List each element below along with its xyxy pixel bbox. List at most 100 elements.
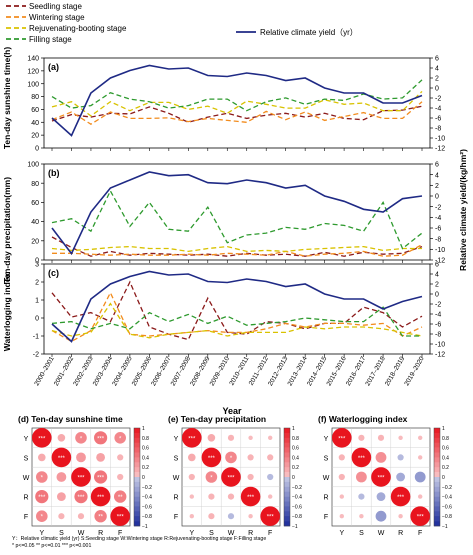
correlation-circle [418, 435, 423, 440]
heatmap-row-label: W [23, 475, 30, 482]
colorbar-segment [284, 477, 290, 483]
heatmap-col-label: R [98, 530, 103, 537]
colorbar-segment [284, 452, 290, 458]
colorbar-segment [284, 428, 290, 434]
correlation-circle [227, 434, 235, 441]
colorbar-segment [284, 481, 290, 488]
heatmap-row-label: Y [174, 436, 179, 443]
heatmap-row-label: W [323, 475, 330, 482]
correlation-circle [247, 454, 254, 461]
right-tick-label: 2 [435, 282, 439, 289]
colorbar-segment [284, 472, 290, 478]
colorbar-segment [134, 452, 140, 458]
significance-stars: ** [118, 495, 123, 501]
colorbar-tick-label: −0.2 [142, 485, 152, 491]
colorbar-frame [283, 427, 291, 527]
colorbar-tick-label: −1 [142, 524, 148, 530]
correlation-circle [358, 434, 365, 441]
correlation-circle [338, 473, 345, 481]
right-tick-label: -8 [435, 126, 441, 133]
colorbar-tick-label: 1 [142, 426, 145, 432]
series-line-seedling [51, 105, 423, 123]
series-line-filling [51, 189, 423, 250]
correlation-circle [188, 473, 195, 481]
colorbar-segment [134, 437, 140, 443]
left-tick-label: 80 [31, 94, 39, 101]
colorbar-segment [284, 437, 290, 443]
colorbar-segment [134, 506, 140, 512]
colorbar-segment [134, 511, 140, 517]
series-line-rejuvenating-booting [51, 302, 423, 339]
significance-stars: *** [97, 436, 105, 442]
heatmap-row-label: S [174, 455, 179, 462]
line-panel-b: (b) 0 20 40 60 80 100 -12 -10 -8 -6 -4 -2 0 2 4 6 [27, 162, 445, 265]
colorbar-tick-label: −0.6 [442, 504, 452, 510]
heatmap-row-label: R [23, 495, 28, 502]
colorbar-segment [134, 477, 140, 483]
heatmap-row-label: S [324, 455, 329, 462]
correlation-circle [248, 435, 253, 440]
legend-label-yield: Relative climate yield（yr） [260, 28, 358, 37]
correlation-circle [74, 490, 88, 504]
left-tick-label: 1 [35, 298, 39, 305]
colorbar-segment [434, 452, 440, 458]
correlation-circle [225, 451, 237, 464]
colorbar-segment [134, 432, 140, 439]
colorbar-tick-label: 0.4 [442, 455, 449, 461]
colorbar-tick-label: −0.2 [442, 485, 452, 491]
correlation-circle [207, 434, 216, 442]
colorbar-segment [284, 516, 290, 522]
right-tick-label: 4 [435, 172, 439, 179]
legend-label-seedling: Seedling stage [29, 2, 82, 11]
left-tick-label: 3 [35, 262, 39, 269]
correlation-circle [75, 432, 87, 444]
significance-stars: ** [98, 515, 103, 521]
correlation-circle [410, 506, 431, 526]
significance-stars: *** [338, 436, 346, 442]
colorbar-segment [434, 442, 440, 448]
heatmap-col-label: F [418, 530, 422, 537]
colorbar-segment [134, 496, 140, 502]
correlation-circle [208, 493, 215, 500]
colorbar-segment [284, 432, 290, 439]
left-tick-label: 80 [31, 181, 39, 188]
heatmap-row-label: R [323, 495, 328, 502]
correlation-circle [397, 454, 404, 461]
correlation-circle [205, 471, 218, 483]
correlation-circle [32, 428, 52, 448]
panel-label: (c) [48, 268, 59, 278]
left-tick-label: 40 [31, 219, 39, 226]
correlation-circle [376, 492, 386, 501]
colorbar-segment [434, 511, 440, 517]
correlation-circle [114, 490, 127, 503]
significance-stars: *** [188, 436, 196, 442]
significance-stars: * [80, 436, 83, 442]
heatmap-col-label: F [118, 530, 122, 537]
colorbar-segment [284, 442, 290, 448]
correlation-circle [90, 486, 111, 507]
correlation-circle [58, 513, 65, 520]
correlation-circle [398, 514, 403, 519]
correlation-circle [248, 514, 253, 519]
right-tick-label: -2 [435, 204, 441, 211]
correlation-circle [356, 471, 367, 483]
left-tick-label: 40 [31, 120, 39, 127]
significance-stars: *** [267, 515, 275, 521]
right-tick-label: 6 [435, 262, 439, 269]
colorbar-frame [433, 427, 441, 527]
colorbar-segment [134, 481, 140, 488]
panel-frame [43, 263, 431, 355]
correlation-circle [227, 513, 235, 520]
series-line-rejuvenating-booting [51, 245, 422, 253]
correlation-circle [56, 472, 67, 482]
heatmap-col-label: Y [189, 530, 194, 537]
correlation-heatmap-f: (f) Waterlogging index Y Y S S W W R R F F *** *** **… [318, 414, 452, 537]
colorbar-segment [434, 472, 440, 478]
colorbar-segment [284, 462, 290, 468]
right-tick-label: -6 [435, 226, 441, 233]
heatmap-col-label: S [59, 530, 64, 537]
panel-frame [43, 57, 431, 149]
colorbar-segment [434, 432, 440, 439]
colorbar-tick-label: 0.8 [142, 436, 149, 442]
